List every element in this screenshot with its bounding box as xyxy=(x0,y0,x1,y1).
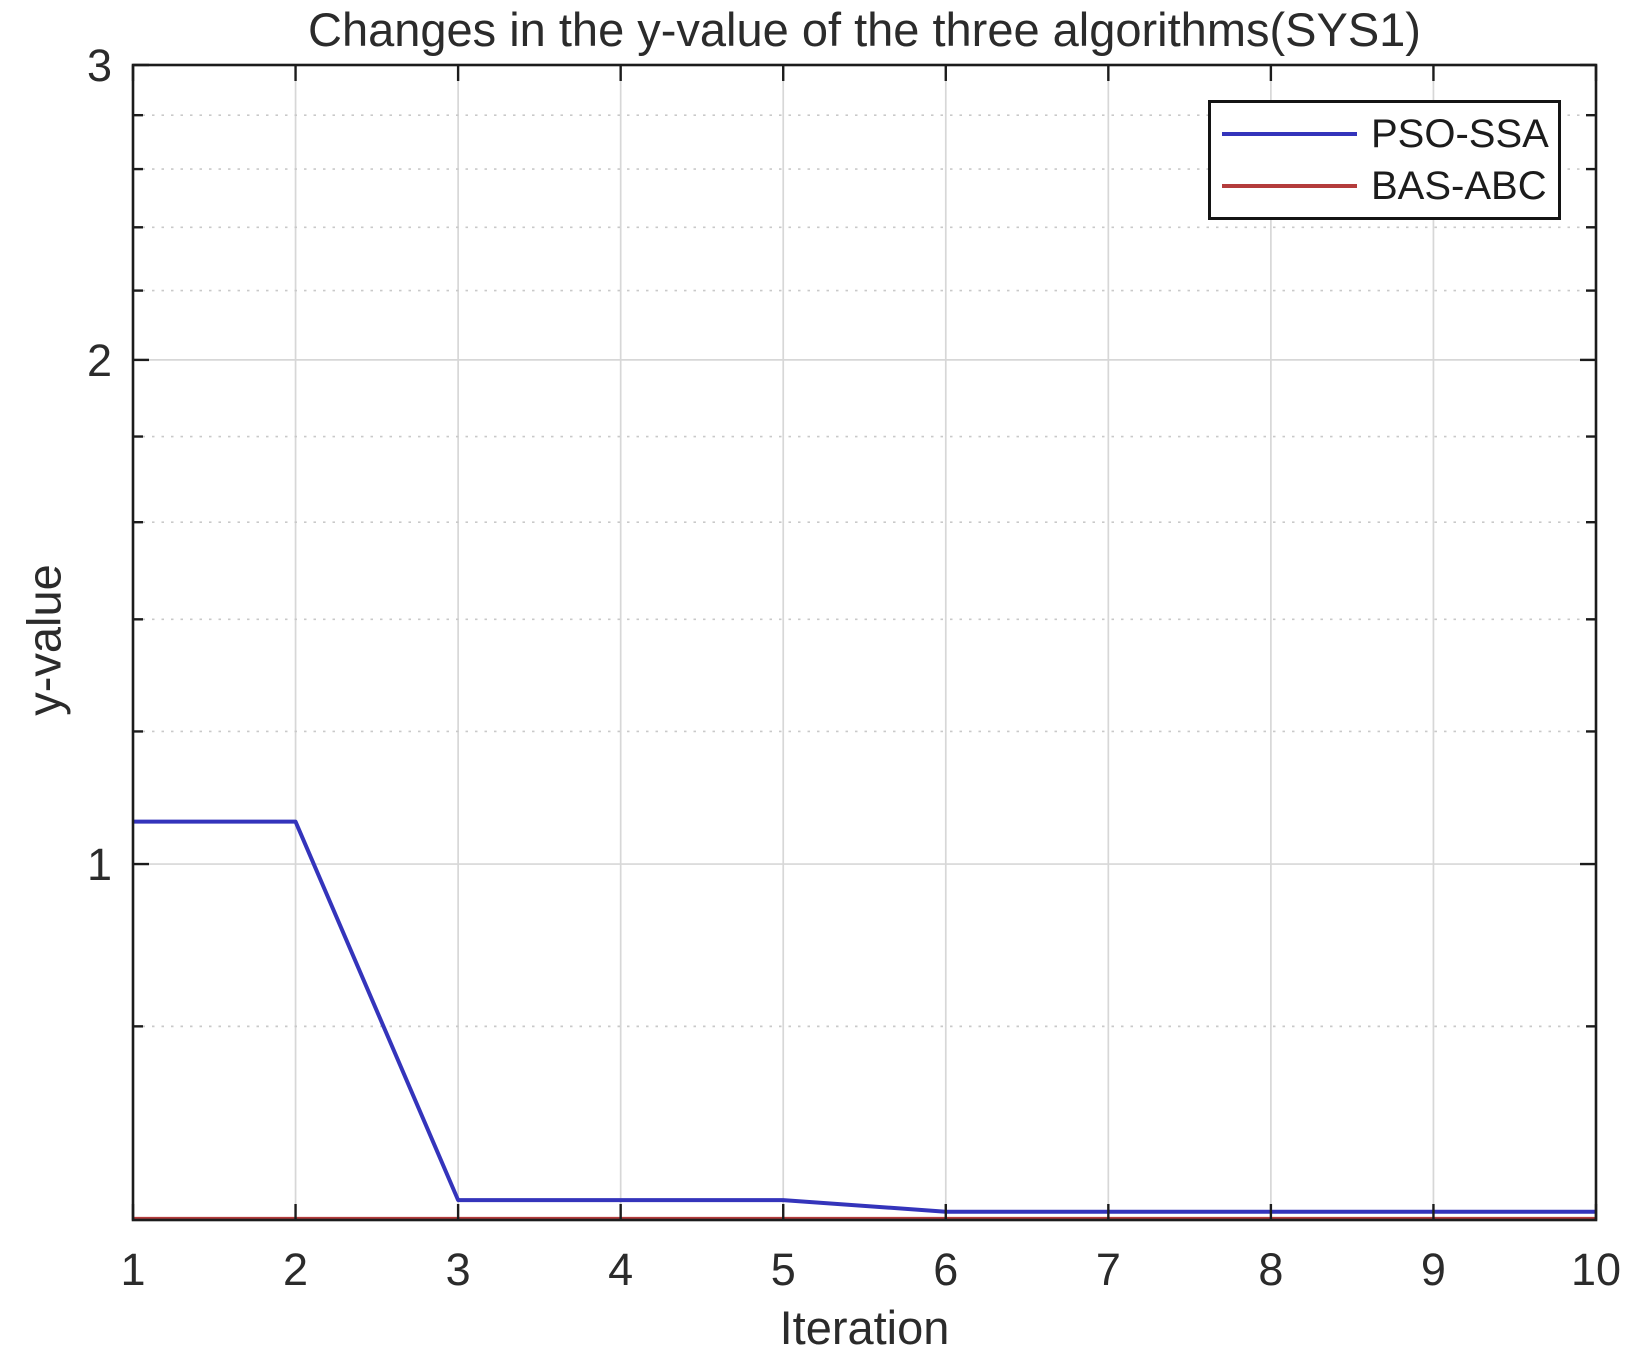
axes-box xyxy=(131,63,1598,1222)
x-tick-label: 3 xyxy=(446,1244,471,1295)
legend-item-pso-ssa: PSO-SSA xyxy=(1211,112,1558,156)
series-line-pso-ssa xyxy=(133,819,1596,1214)
x-tick-label: 4 xyxy=(608,1244,633,1295)
legend-label-bas-abc: BAS-ABC xyxy=(1371,164,1547,209)
x-tick-label: 8 xyxy=(1258,1244,1283,1295)
legend-item-bas-abc: BAS-ABC xyxy=(1211,164,1558,208)
x-axis-label: Iteration xyxy=(779,1301,950,1354)
legend-line-sample-bas-abc xyxy=(1222,184,1357,189)
x-tick-label: 5 xyxy=(771,1244,796,1295)
y-tick-label: 1 xyxy=(87,839,112,890)
x-tick-label: 10 xyxy=(1571,1244,1621,1295)
legend: PSO-SSA BAS-ABC xyxy=(1208,100,1561,220)
x-tick-label: 9 xyxy=(1421,1244,1446,1295)
y-tick-label: 2 xyxy=(87,335,112,386)
x-tick-label: 2 xyxy=(283,1244,308,1295)
x-tick-label: 7 xyxy=(1096,1244,1121,1295)
y-tick-label: 3 xyxy=(87,40,112,91)
x-tick-label: 1 xyxy=(120,1244,145,1295)
chart-title: Changes in the y-value of the three algo… xyxy=(308,3,1421,56)
legend-label-pso-ssa: PSO-SSA xyxy=(1371,111,1549,156)
x-tick-label: 6 xyxy=(933,1244,958,1295)
legend-line-sample-pso-ssa xyxy=(1222,131,1357,136)
